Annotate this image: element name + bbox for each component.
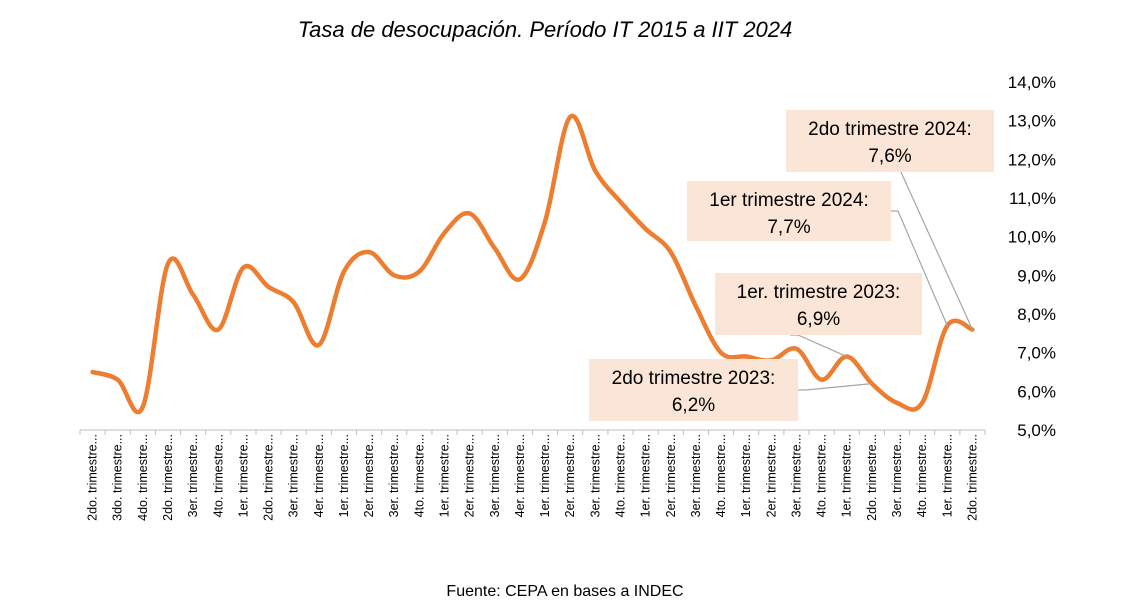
- source-note: Fuente: CEPA en bases a INDEC: [446, 583, 683, 600]
- callout-box: [687, 181, 891, 241]
- x-tick-label: 4to. trimestre...: [613, 434, 627, 517]
- y-axis: 5,0% 6,0% 7,0% 8,0% 9,0% 10,0% 11,0% 12,0% 13,0%…: [1008, 73, 1056, 440]
- chart-title: Tasa de desocupación. Período IT 2015 a …: [298, 17, 793, 42]
- x-tick-label: 3er. trimestre...: [488, 434, 502, 517]
- y-tick-label: 12,0%: [1008, 150, 1056, 169]
- x-tick-label: 1er. trimestre...: [236, 434, 250, 517]
- x-tick-label: 3er. trimestre...: [387, 434, 401, 517]
- x-tick-label: 1er. trimestre...: [337, 434, 351, 517]
- x-tick-label: 2do. trimestre...: [865, 434, 879, 521]
- y-tick-label: 10,0%: [1008, 228, 1056, 247]
- x-tick-label: 2do. trimestre...: [262, 434, 276, 521]
- y-tick-label: 11,0%: [1009, 189, 1056, 208]
- y-tick-label: 14,0%: [1008, 73, 1056, 92]
- series-line: [90, 113, 975, 415]
- callout-value: 7,6%: [868, 146, 911, 167]
- x-tick-label: 2er. trimestre...: [664, 434, 678, 517]
- y-tick-label: 7,0%: [1017, 344, 1056, 363]
- x-tick-label: 1er. trimestre...: [438, 434, 452, 517]
- x-axis: 2do. trimestre... 3do. trimestre... 4do. t…: [79, 429, 986, 521]
- callout-label: 2do trimestre 2024:: [808, 119, 972, 140]
- x-tick-label: 4to. trimestre...: [915, 434, 929, 517]
- x-tick-label: 3er. trimestre...: [588, 434, 602, 517]
- series-lines: [90, 113, 975, 415]
- x-tick-label: 1er. trimestre...: [639, 434, 653, 517]
- x-tick-label: 3er. trimestre...: [689, 434, 703, 517]
- callout-label: 2do trimestre 2023:: [612, 368, 776, 389]
- x-tick-label: 4er. trimestre...: [513, 434, 527, 517]
- x-tick-label: 1er. trimestre...: [739, 434, 753, 517]
- callout-leader-line: [798, 383, 872, 391]
- x-tick-label: 4to. trimestre...: [714, 434, 728, 517]
- callout-leader-line: [890, 210, 948, 326]
- y-tick-label: 6,0%: [1017, 382, 1056, 401]
- x-tick-label: 4er. trimestre...: [312, 434, 326, 517]
- callout-leader-line: [790, 334, 847, 358]
- x-tick-label: 1er. trimestre...: [538, 434, 552, 517]
- callout-value: 7,7%: [767, 217, 810, 238]
- x-tick-label: 3do. trimestre...: [111, 434, 125, 521]
- x-tick-label: 1er. trimestre...: [940, 434, 954, 517]
- callout-box: [589, 359, 798, 421]
- callout-label: 1er. trimestre 2023:: [737, 282, 901, 303]
- y-tick-label: 9,0%: [1017, 266, 1056, 285]
- callout-value: 6,9%: [797, 309, 840, 330]
- x-tick-label: 2er. trimestre...: [563, 434, 577, 517]
- x-tick-label: 4to. trimestre...: [815, 434, 829, 517]
- x-tick-label: 2er. trimestre...: [362, 434, 376, 517]
- data-label-callouts: 2do trimestre 2024: 7,6% 1er trimestre 202…: [589, 110, 994, 421]
- x-tick-label: 3er. trimestre...: [186, 434, 200, 517]
- x-tick-label: 3er. trimestre...: [287, 434, 301, 517]
- x-tick-label: 2er. trimestre...: [764, 434, 778, 517]
- x-tick-label: 4do. trimestre...: [136, 434, 150, 521]
- x-tick-label: 2do. trimestre...: [965, 434, 979, 521]
- x-tick-label: 2er. trimestre...: [463, 434, 477, 517]
- callout-box: [786, 110, 994, 172]
- y-tick-label: 8,0%: [1017, 305, 1056, 324]
- x-tick-label: 2do. trimestre...: [86, 434, 100, 521]
- x-tick-label: 2do. trimestre...: [161, 434, 175, 521]
- x-tick-label: 1er. trimestre...: [840, 434, 854, 517]
- x-tick-label: 3er. trimestre...: [789, 434, 803, 517]
- y-tick-label: 5,0%: [1017, 421, 1056, 440]
- callout-box: [715, 273, 922, 335]
- callout-value: 6,2%: [672, 395, 715, 416]
- x-tick-label: 4to. trimestre...: [211, 434, 225, 517]
- y-tick-label: 13,0%: [1008, 112, 1056, 131]
- x-tick-label: 3er. trimestre...: [890, 434, 904, 517]
- x-tick-label: 4to. trimestre...: [412, 434, 426, 517]
- callout-label: 1er trimestre 2024:: [709, 190, 868, 211]
